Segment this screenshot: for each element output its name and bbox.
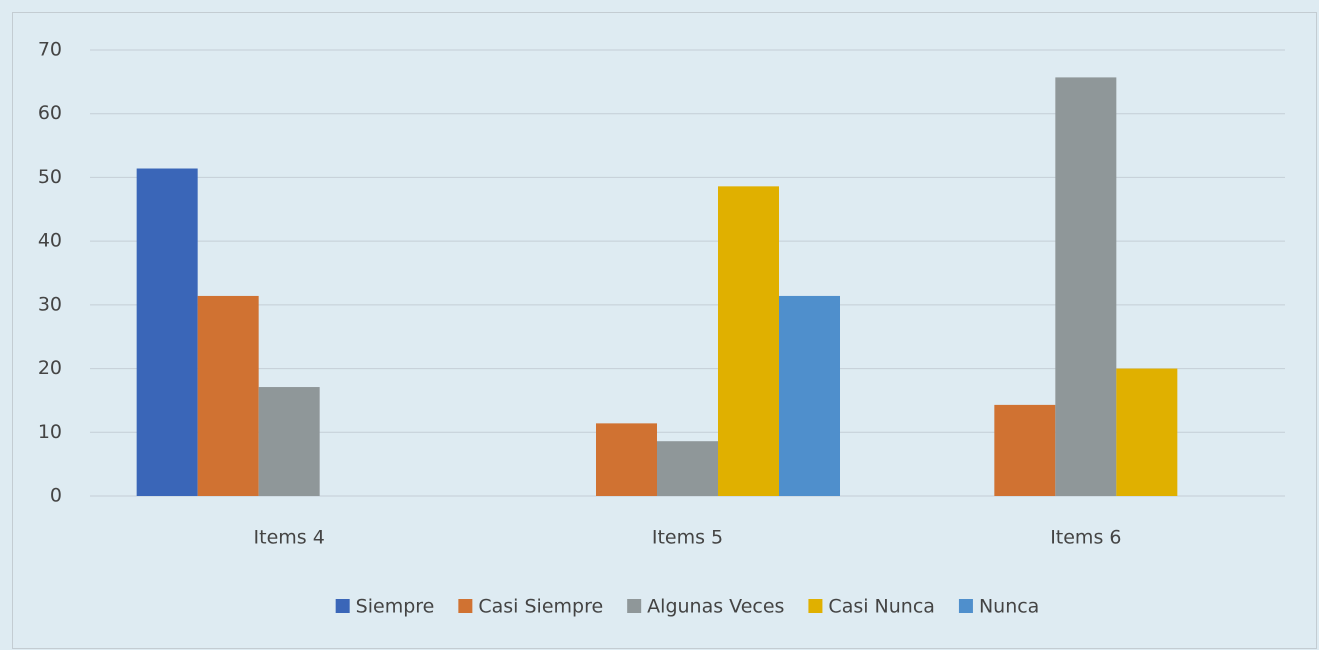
legend-swatch <box>335 599 350 613</box>
bar <box>1055 77 1117 496</box>
legend-swatch <box>458 599 473 613</box>
y-tick-label: 10 <box>38 421 62 443</box>
legend-label: Casi Siempre <box>478 596 603 618</box>
legend-swatch <box>958 599 973 613</box>
y-tick-label: 40 <box>38 230 62 252</box>
x-tick-label: Items 4 <box>254 527 325 549</box>
bar <box>197 295 259 496</box>
x-tick-label: Items 6 <box>1050 527 1121 549</box>
y-tick-label: 70 <box>38 39 62 61</box>
bar <box>657 441 718 496</box>
bar <box>1116 368 1178 496</box>
bar <box>779 295 840 496</box>
legend-label: Casi Nunca <box>828 596 935 618</box>
legend-label: Siempre <box>356 596 435 618</box>
bar <box>994 404 1056 496</box>
y-tick-label: 60 <box>38 102 62 124</box>
bar <box>718 186 779 496</box>
y-tick-label: 20 <box>38 357 62 379</box>
x-tick-label: Items 5 <box>652 527 723 549</box>
bar <box>258 387 320 496</box>
legend-swatch <box>627 599 642 613</box>
y-tick-label: 50 <box>38 166 62 188</box>
y-tick-label: 0 <box>50 485 62 507</box>
bar <box>596 423 657 496</box>
legend-label: Algunas Veces <box>647 596 784 618</box>
legend-label: Nunca <box>979 596 1039 618</box>
bar <box>136 168 198 496</box>
y-tick-label: 30 <box>38 293 62 315</box>
legend-swatch <box>808 599 823 613</box>
